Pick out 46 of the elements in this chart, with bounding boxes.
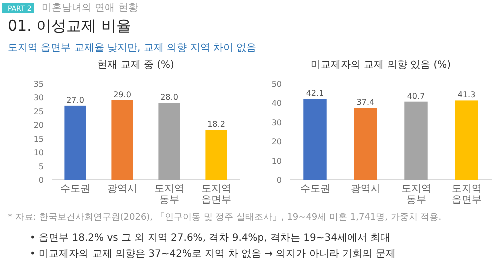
- y-tick-label: 20: [272, 138, 282, 147]
- text: • 읍면부 18.2% vs 그 외 지역 27.6%, 격차 9.4%p, 격차는 19~34세에서 최대: [30, 233, 391, 244]
- data-label: 29.0: [114, 90, 132, 100]
- x-tick-label: 광역시: [108, 184, 138, 195]
- y-tick-label: 30: [34, 94, 44, 103]
- data-label: 40.7: [407, 92, 426, 101]
- x-tick-label: 수도권: [300, 184, 330, 195]
- y-tick-label: 50: [272, 80, 282, 89]
- chart-title: 미교제자의 교제 의향 있음 (%): [310, 60, 452, 71]
- data-label: 27.0: [66, 96, 84, 105]
- text: 미혼남녀의 연애 현황: [42, 3, 138, 14]
- bar: [158, 103, 180, 180]
- text: 도지역 읍면부 교제율 낮지만, 교제 의향 지역 차이 없음: [8, 43, 257, 54]
- bar: [354, 108, 378, 180]
- y-tick-label: 0: [38, 176, 44, 185]
- y-tick-label: 10: [272, 156, 282, 166]
- data-label: 18.2: [208, 120, 226, 130]
- bar: [455, 100, 478, 180]
- data-label: 42.1: [306, 89, 324, 98]
- y-tick-label: 25: [34, 107, 44, 116]
- text: 01. 이성교제 비율: [8, 17, 132, 35]
- data-label: 41.3: [458, 90, 476, 100]
- chart-title: 현재 교제 중 (%): [98, 60, 175, 71]
- bar: [112, 100, 134, 180]
- y-tick-label: 15: [34, 134, 44, 144]
- text: • 미교제자의 교제 의향은 37~42%로 지역 차 없음 → 의지가 아니라 기회의 문제: [30, 249, 396, 260]
- x-tick-label: 광역시: [350, 184, 381, 195]
- x-tick-label: 도지역 동부: [401, 184, 432, 206]
- data-label: 37.4: [356, 98, 375, 108]
- y-tick-label: 30: [272, 118, 282, 128]
- y-tick-label: 40: [272, 99, 282, 108]
- bar: [404, 102, 428, 180]
- bar: [304, 99, 327, 180]
- y-tick-label: 0: [276, 176, 282, 185]
- text: * 자료: 한국보건사회연구원(2026), 「인구이동 및 정주 실태조사」, 19~49세 미혼 1,741명, 가중치 적용.: [8, 212, 442, 223]
- x-tick-label: 도지역 읍면부: [202, 184, 232, 206]
- y-tick-label: 20: [34, 121, 44, 130]
- y-tick-label: 5: [38, 162, 44, 172]
- bar: [64, 106, 86, 180]
- y-tick-label: 10: [34, 148, 44, 158]
- data-label: 28.0: [160, 93, 178, 102]
- bar: [206, 130, 228, 180]
- x-tick-label: 도지역 동부: [154, 184, 184, 206]
- x-tick-label: 도지역 읍면부: [452, 184, 482, 206]
- y-tick-label: 35: [34, 80, 44, 89]
- x-tick-label: 수도권: [60, 184, 90, 195]
